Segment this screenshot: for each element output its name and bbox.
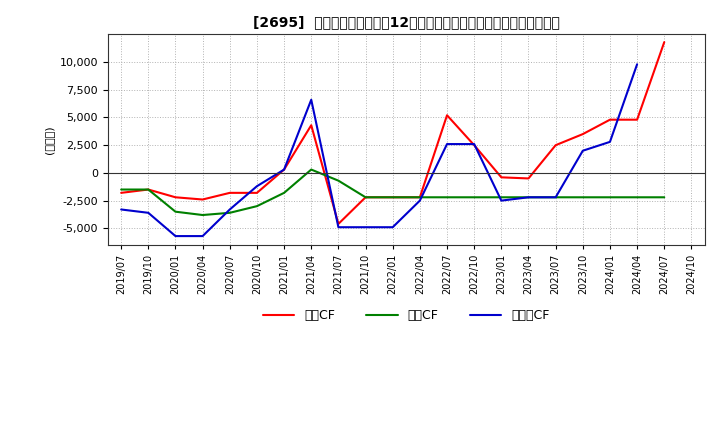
フリーCF	[578, 148, 587, 154]
フリーCF	[361, 224, 370, 230]
フリーCF	[307, 97, 315, 103]
投資CF	[633, 194, 642, 200]
フリーCF	[144, 210, 153, 216]
投資CF	[660, 194, 669, 200]
営業CF	[144, 187, 153, 192]
営業CF	[633, 117, 642, 122]
投資CF	[144, 187, 153, 192]
投資CF	[280, 190, 289, 195]
営業CF	[307, 123, 315, 128]
Y-axis label: (百万円): (百万円)	[44, 125, 54, 154]
フリーCF	[524, 194, 533, 200]
Line: 投資CF: 投資CF	[121, 169, 665, 215]
投資CF	[470, 194, 479, 200]
投資CF	[443, 194, 451, 200]
投資CF	[307, 167, 315, 172]
営業CF	[171, 194, 180, 200]
フリーCF	[225, 207, 234, 212]
営業CF	[253, 190, 261, 195]
営業CF	[225, 190, 234, 195]
投資CF	[606, 194, 614, 200]
営業CF	[470, 143, 479, 148]
フリーCF	[552, 194, 560, 200]
投資CF	[578, 194, 587, 200]
フリーCF	[253, 183, 261, 189]
営業CF	[415, 194, 424, 200]
営業CF	[660, 40, 669, 45]
フリーCF	[171, 234, 180, 239]
営業CF	[552, 143, 560, 148]
投資CF	[225, 210, 234, 216]
営業CF	[334, 221, 343, 227]
投資CF	[171, 209, 180, 214]
投資CF	[388, 194, 397, 200]
Line: 営業CF: 営業CF	[121, 42, 665, 224]
フリーCF	[334, 224, 343, 230]
フリーCF	[415, 198, 424, 203]
投資CF	[552, 194, 560, 200]
フリーCF	[497, 198, 505, 203]
フリーCF	[633, 62, 642, 67]
フリーCF	[606, 139, 614, 144]
営業CF	[443, 113, 451, 118]
Legend: 営業CF, 投資CF, フリーCF: 営業CF, 投資CF, フリーCF	[258, 304, 554, 327]
投資CF	[361, 194, 370, 200]
投資CF	[524, 194, 533, 200]
営業CF	[578, 132, 587, 137]
フリーCF	[280, 167, 289, 172]
投資CF	[117, 187, 125, 192]
フリーCF	[470, 141, 479, 147]
フリーCF	[117, 207, 125, 212]
フリーCF	[443, 141, 451, 147]
営業CF	[497, 175, 505, 180]
投資CF	[198, 213, 207, 218]
営業CF	[388, 194, 397, 200]
Line: フリーCF: フリーCF	[121, 64, 637, 236]
Title: [2695]  キャッシュフローの12か月移動合計の対前年同期増減額の推移: [2695] キャッシュフローの12か月移動合計の対前年同期増減額の推移	[253, 15, 559, 29]
営業CF	[361, 194, 370, 200]
営業CF	[524, 176, 533, 181]
投資CF	[334, 178, 343, 183]
営業CF	[198, 197, 207, 202]
フリーCF	[388, 224, 397, 230]
投資CF	[253, 204, 261, 209]
投資CF	[415, 194, 424, 200]
営業CF	[606, 117, 614, 122]
営業CF	[117, 190, 125, 195]
営業CF	[280, 167, 289, 172]
フリーCF	[198, 234, 207, 239]
投資CF	[497, 194, 505, 200]
